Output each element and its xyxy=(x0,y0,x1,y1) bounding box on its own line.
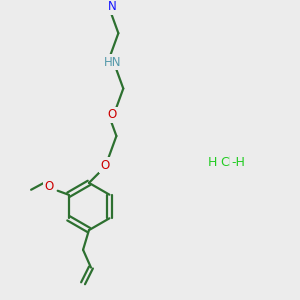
Text: Cl: Cl xyxy=(220,156,233,169)
Text: -H: -H xyxy=(232,156,245,169)
Text: O: O xyxy=(44,180,53,193)
Text: H: H xyxy=(207,156,217,169)
Text: O: O xyxy=(107,108,116,121)
Text: N: N xyxy=(108,1,117,13)
Text: O: O xyxy=(100,159,109,172)
Text: HN: HN xyxy=(104,56,121,69)
